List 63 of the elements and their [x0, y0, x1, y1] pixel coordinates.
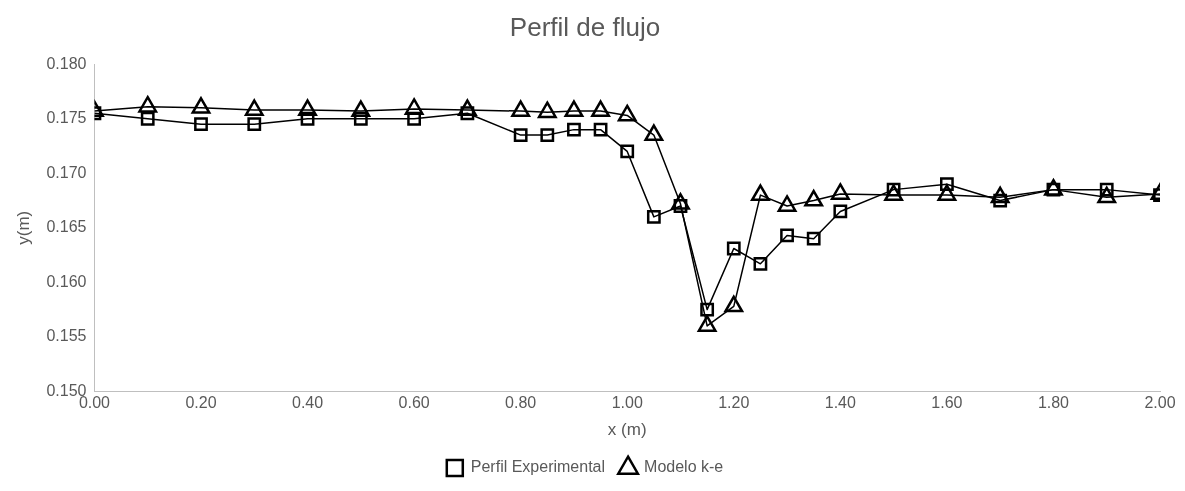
point [780, 228, 794, 243]
point [697, 315, 717, 332]
point [191, 97, 211, 114]
point [753, 256, 768, 271]
x-tick-label: 1.20 [718, 394, 750, 412]
point [513, 128, 528, 142]
point [726, 241, 741, 256]
point [724, 295, 744, 313]
point [138, 95, 158, 113]
point [750, 184, 770, 202]
point [540, 128, 555, 142]
point [404, 98, 424, 115]
x-tick-label: 0.20 [185, 394, 217, 412]
y-axis-title: y(m) [13, 210, 33, 245]
point [247, 117, 262, 132]
point [671, 193, 690, 210]
y-tick-label: 0.160 [46, 272, 87, 290]
chart-title: Perfil de flujo [509, 11, 661, 42]
point [937, 184, 957, 202]
point [617, 104, 637, 122]
y-tick-label: 0.155 [46, 327, 87, 345]
x-tick-label: 0.60 [398, 394, 430, 412]
point [140, 111, 155, 126]
point [298, 99, 318, 117]
x-tick-label: 1.60 [931, 394, 963, 412]
point [646, 209, 661, 224]
point [806, 231, 821, 246]
point [884, 184, 904, 202]
point [244, 99, 264, 117]
point [564, 100, 584, 118]
legend-label: Perfil Experimental [470, 458, 606, 476]
point [537, 101, 557, 119]
point [351, 100, 371, 118]
legend-label: Modelo k-e [644, 458, 724, 476]
point [830, 183, 850, 200]
point [1097, 186, 1117, 204]
point [457, 99, 477, 117]
point [777, 195, 797, 212]
x-tick-label: 1.80 [1037, 394, 1070, 412]
point [591, 100, 611, 118]
x-axis-title: x (m) [607, 420, 647, 440]
point [511, 100, 531, 118]
y-tick-label: 0.175 [46, 109, 87, 127]
x-tick-label: 2.00 [1144, 394, 1176, 412]
point [567, 122, 581, 137]
point [194, 117, 208, 132]
point [833, 204, 848, 219]
point [700, 302, 715, 317]
point [407, 111, 422, 126]
point [593, 122, 608, 137]
x-tick-label: 1.00 [611, 394, 643, 412]
y-tick-label: 0.180 [46, 54, 87, 72]
point [990, 186, 1010, 204]
y-tick-label: 0.165 [46, 218, 87, 236]
x-tick-label: 1.40 [824, 394, 856, 412]
point [620, 144, 635, 159]
point [804, 189, 824, 207]
point [300, 111, 315, 126]
y-tick-label: 0.170 [46, 163, 87, 181]
point [644, 124, 664, 142]
x-tick-label: 0.40 [291, 394, 324, 412]
point [353, 111, 368, 126]
x-tick-label: 0.80 [505, 394, 537, 412]
